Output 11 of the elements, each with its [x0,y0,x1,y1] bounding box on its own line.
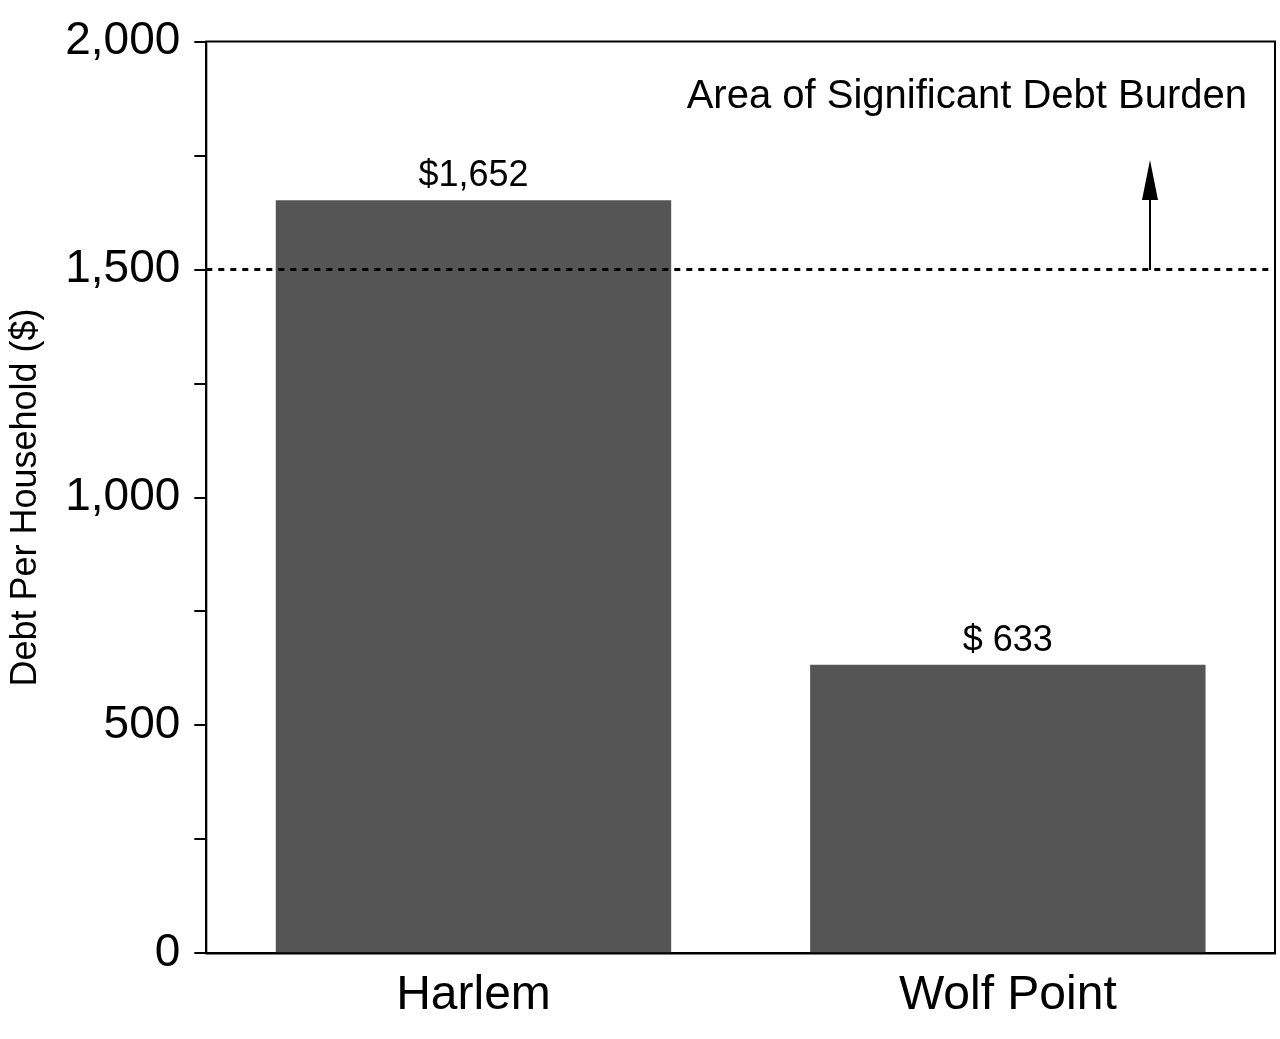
y-tick-label: 1,000 [65,468,181,521]
annotation: Area of Significant Debt Burden [686,71,1247,116]
y-tick-label: 0 [154,924,181,977]
data-label: $1,652 [418,153,529,195]
y-tick-label: 1,500 [65,240,181,293]
x-tick-label: Wolf Point [898,966,1117,1020]
y-tick-label: 2,000 [65,12,181,65]
y-axis-title: Debt Per Household ($) [2,308,44,687]
data-label: $ 633 [962,617,1053,659]
x-tick-label: Harlem [396,966,551,1020]
y-tick-label: 500 [103,696,181,749]
